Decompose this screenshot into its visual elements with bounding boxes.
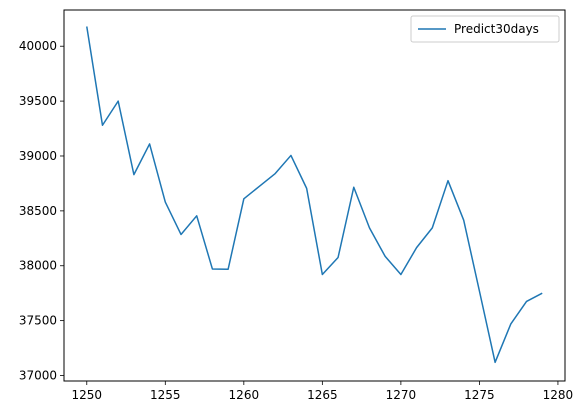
y-tick-label: 40000 [19, 39, 57, 53]
y-tick-label: 37500 [19, 314, 57, 328]
series-layer [86, 26, 543, 364]
y-axis: 37000 37500 38000 38500 39000 39500 40000 [19, 39, 64, 383]
x-tick-label: 1250 [71, 388, 102, 402]
legend-label: Predict30days [454, 22, 539, 36]
x-axis: 1250 1255 1260 1265 1270 1275 1280 [71, 381, 573, 402]
axes-frame [63, 9, 566, 382]
y-tick-label: 37000 [19, 369, 57, 383]
x-tick-label: 1270 [386, 388, 417, 402]
series-line-0 [86, 26, 543, 364]
x-tick-label: 1280 [543, 388, 574, 402]
y-tick-label: 39000 [19, 149, 57, 163]
x-tick-label: 1265 [307, 388, 338, 402]
y-tick-label: 38500 [19, 204, 57, 218]
legend-box [410, 15, 560, 43]
y-tick-label: 38000 [19, 259, 57, 273]
legend[interactable]: Predict30days [410, 15, 560, 43]
x-tick-label: 1260 [229, 388, 260, 402]
x-tick-label: 1275 [464, 388, 495, 402]
y-tick-label: 39500 [19, 94, 57, 108]
x-tick-label: 1255 [150, 388, 181, 402]
